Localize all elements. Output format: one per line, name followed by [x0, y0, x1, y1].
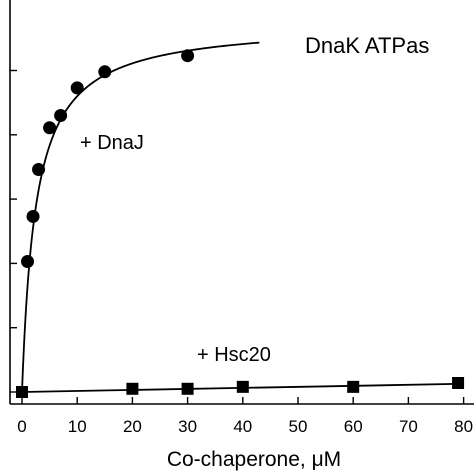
fit-curves: [21, 41, 464, 393]
x-tick-label: 0: [17, 417, 26, 436]
x-tick-label: 10: [68, 417, 87, 436]
x-tick-label: 60: [344, 417, 363, 436]
x-tick-label: 50: [289, 417, 308, 436]
data-point-dnaj: [26, 209, 40, 223]
data-point-dnaj: [181, 49, 195, 63]
x-axis-title: Co-chaperone, μM: [167, 448, 341, 471]
chart-title: DnaK ATPas: [305, 33, 429, 58]
data-point-hsc20: [16, 386, 28, 398]
data-point-dnaj: [98, 65, 112, 79]
data-point-hsc20: [181, 382, 194, 395]
x-tick-label: 30: [178, 417, 197, 436]
data-point-dnaj: [21, 254, 35, 268]
data-point-hsc20: [347, 380, 360, 393]
x-tick-label: 70: [399, 417, 418, 436]
series-label-dnaj: + DnaJ: [80, 132, 144, 154]
x-tick-label: 80: [454, 417, 473, 436]
data-point-hsc20: [236, 380, 249, 393]
x-tick-label: 40: [233, 417, 252, 436]
data-point-dnaj: [70, 81, 84, 95]
data-point-dnaj: [43, 121, 57, 135]
ticks: 0 10 20 30 40 50 60 70 80: [10, 69, 473, 436]
data-point-hsc20: [452, 376, 465, 389]
data-point-hsc20: [126, 382, 139, 395]
data-point-dnaj: [32, 163, 46, 177]
fit-curve-0: [21, 41, 260, 393]
axes: [9, 0, 474, 405]
data-point-dnaj: [54, 109, 68, 123]
x-tick-label: 20: [123, 417, 142, 436]
data-markers: [16, 49, 465, 398]
series-label-hsc20: + Hsc20: [197, 344, 271, 366]
